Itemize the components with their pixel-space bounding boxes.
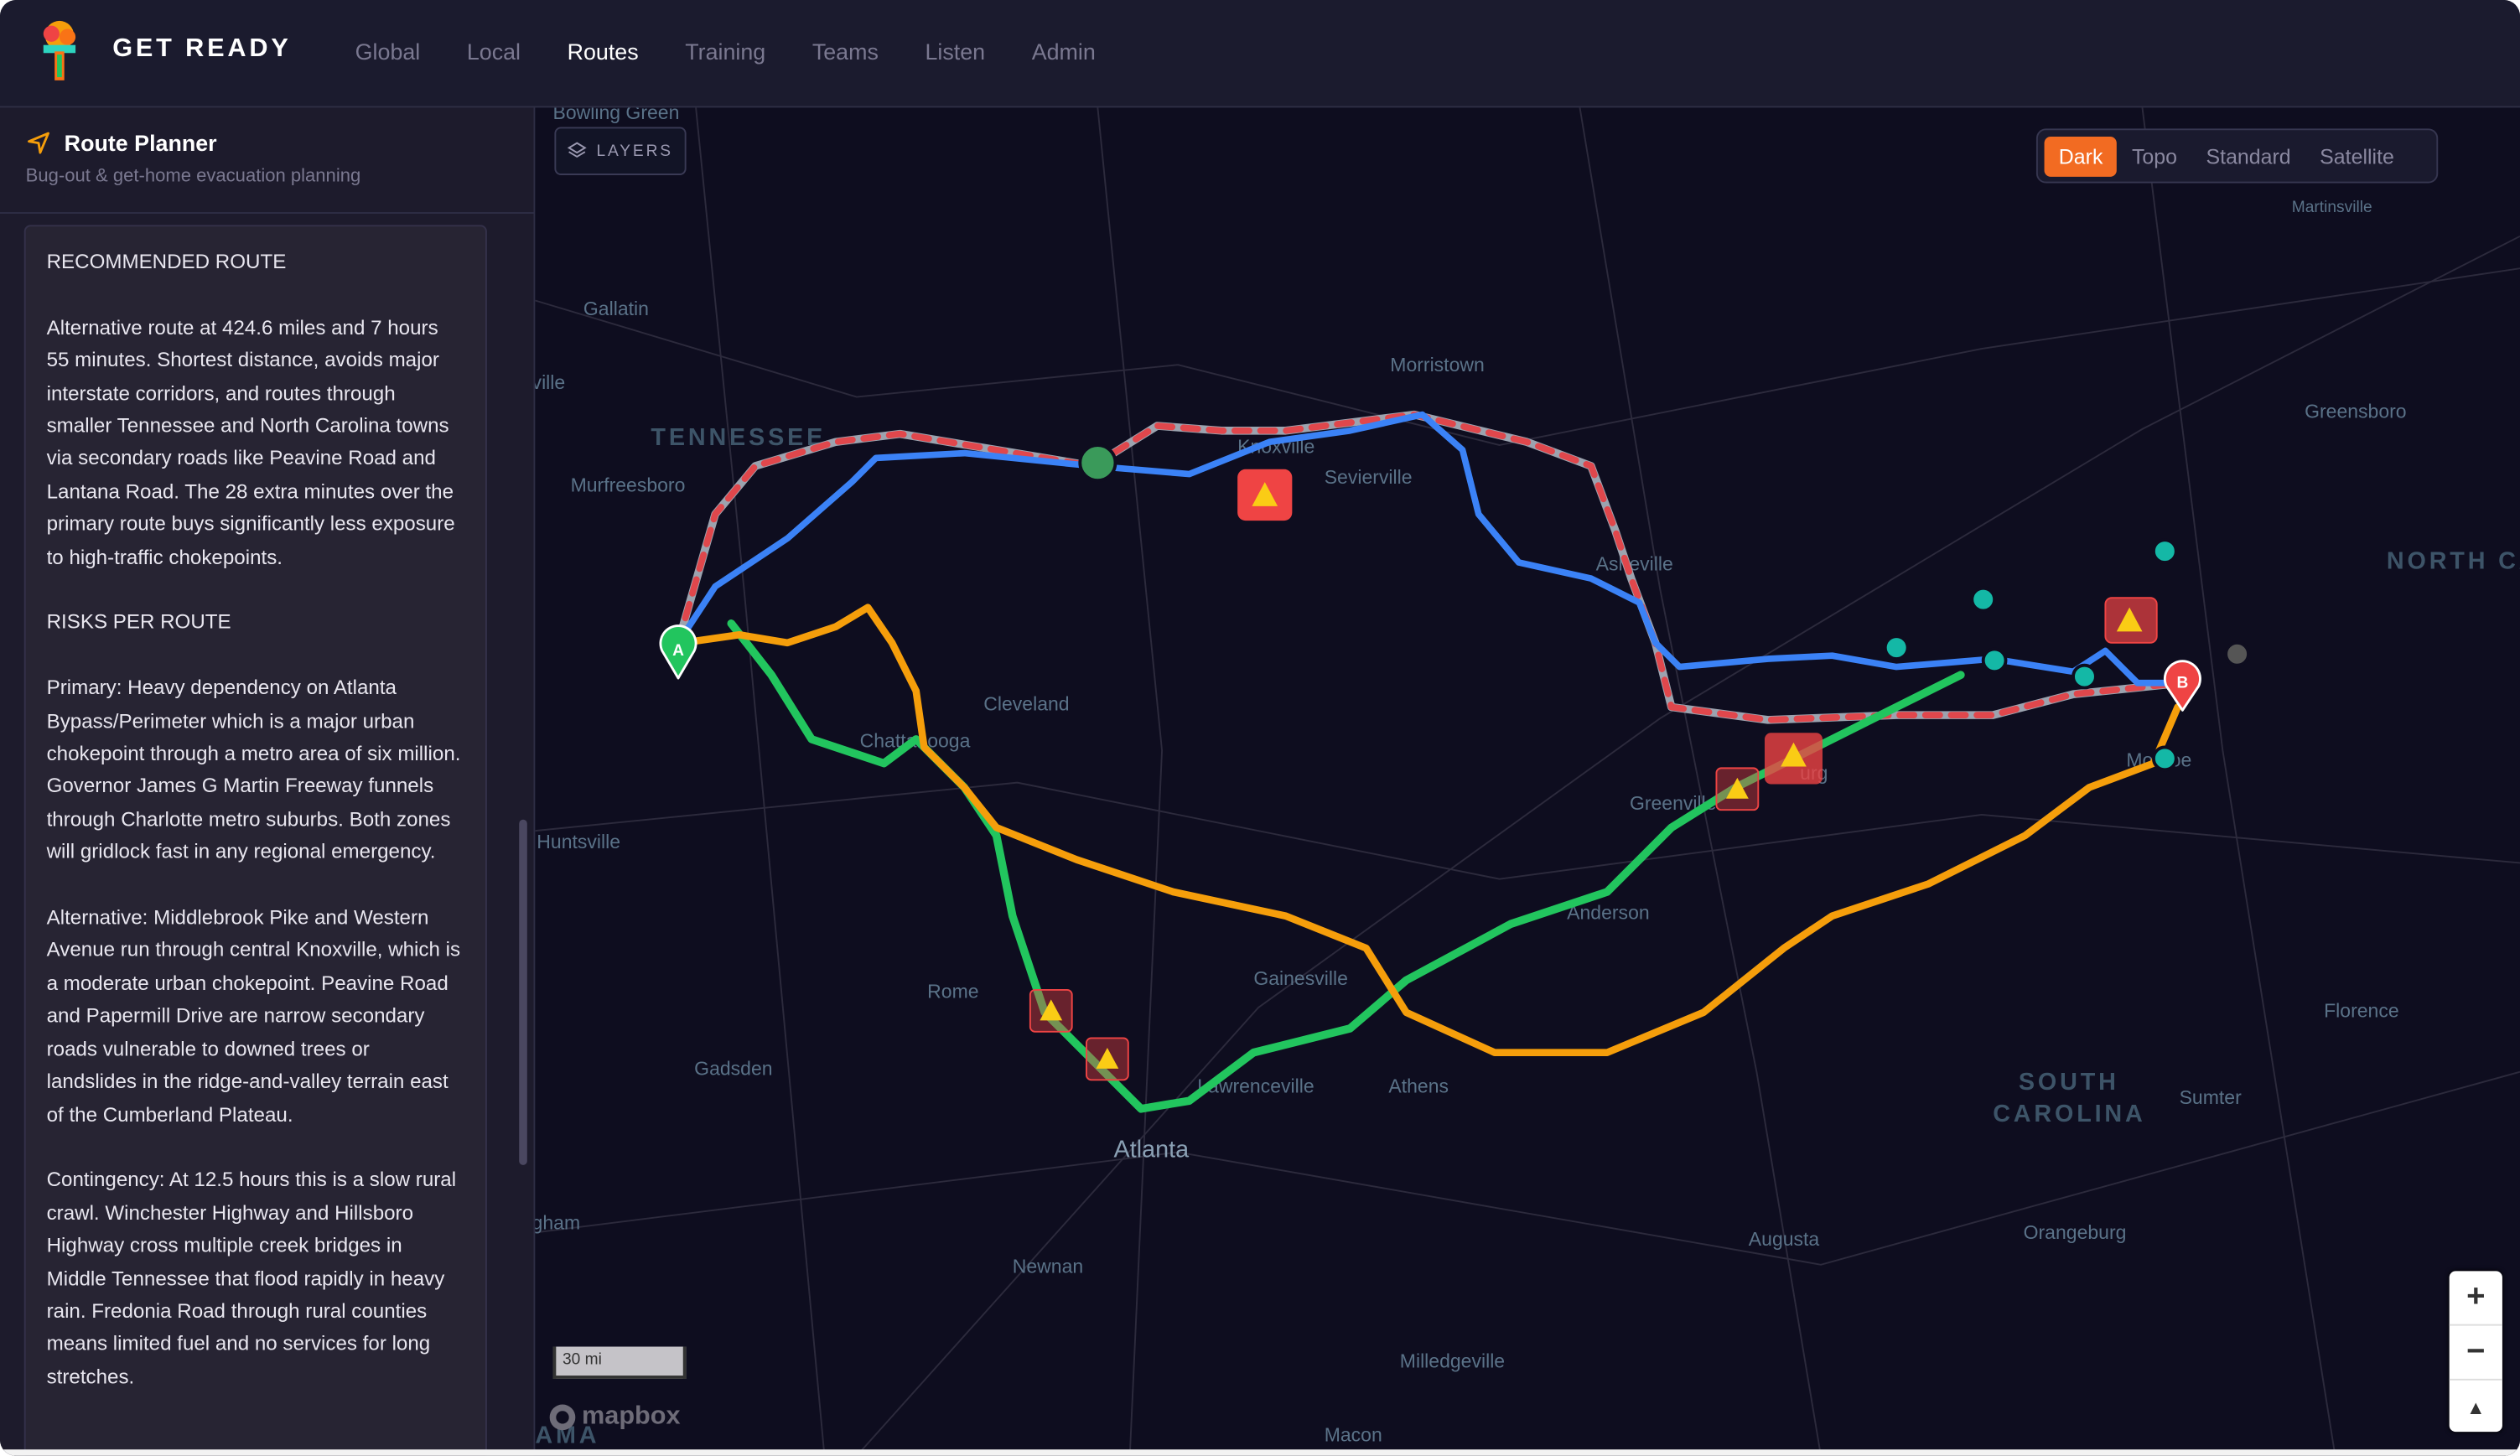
route-overlay: A B (659, 410, 2250, 1113)
map-label: Cleveland (983, 692, 1070, 716)
marker-a-label: A (672, 642, 684, 660)
map-base-roads (535, 107, 2520, 1456)
zoom-controls: + − ▲ (2449, 1271, 2502, 1433)
map-label: SOUTH (2018, 1068, 2119, 1096)
layers-button[interactable]: LAYERS (554, 127, 687, 175)
route-contingency-dashes (675, 411, 2186, 723)
main-nav: Global Local Routes Training Teams Liste… (355, 39, 1096, 65)
mapbox-logo-icon (549, 1404, 576, 1431)
map-label: NORTH CAROLIN (2386, 547, 2520, 576)
map-label: Sevierville (1324, 465, 1413, 489)
section-heading: RECOMMENDED ROUTE (46, 251, 287, 273)
waypoint-markers (1078, 443, 2250, 772)
map-label: CAROLINA (1993, 1101, 2146, 1128)
map-label: Martinsville (2291, 199, 2372, 217)
nav-teams[interactable]: Teams (811, 39, 879, 65)
route-alternative-blue[interactable] (675, 411, 2186, 687)
nav-training[interactable]: Training (685, 39, 766, 65)
waypoint-marker[interactable] (1883, 635, 1910, 661)
scale-bar: 30 mi (552, 1346, 687, 1379)
panel-subtitle: Bug-out & get-home evacuation planning (25, 167, 361, 187)
map-label: Anderson (1567, 901, 1650, 925)
map-label: Newnan (1012, 1255, 1084, 1278)
route-analysis-card: RECOMMENDED ROUTE Alternative route at 4… (23, 225, 487, 1456)
map-label: ville (535, 370, 566, 394)
waypoint-marker[interactable] (2071, 663, 2097, 690)
style-topo-button[interactable]: Topo (2131, 143, 2178, 168)
navigation-arrow-icon (28, 132, 49, 154)
hazard-markers (1029, 469, 2158, 1081)
zoom-in-button[interactable]: + (2449, 1271, 2502, 1326)
sidebar-scrollbar[interactable] (519, 819, 527, 1165)
zoom-out-button[interactable]: − (2449, 1326, 2502, 1381)
panel-title: Route Planner (64, 130, 217, 156)
map-label: Athens (1388, 1075, 1449, 1098)
end-marker-b[interactable]: B (2163, 660, 2201, 712)
map-label: Rome (927, 980, 979, 1003)
section-heading: RISKS PER ROUTE (46, 611, 231, 635)
nav-routes[interactable]: Routes (567, 39, 639, 65)
map-label: Huntsville (537, 831, 621, 853)
sidebar-header: Route Planner Bug-out & get-home evacuat… (0, 107, 534, 214)
layers-icon (568, 142, 587, 158)
waypoint-marker[interactable] (2224, 640, 2250, 667)
alternative-risk-text: Alternative: Middlebrook Pike and Wester… (46, 906, 461, 1126)
map-label: Morristown (1390, 353, 1485, 376)
map-label: Gainesville (1253, 967, 1348, 990)
style-satellite-button[interactable]: Satellite (2320, 143, 2394, 168)
recommended-route-text: Alternative route at 424.6 miles and 7 h… (46, 316, 455, 568)
map-label: Sumter (2179, 1086, 2242, 1109)
map-label: TENNESSEE (651, 424, 827, 452)
waypoint-marker[interactable] (1981, 647, 2008, 674)
map-label: Asheville (1595, 552, 1673, 576)
map-label: Gallatin (583, 297, 649, 320)
map-label: Murfreesboro (570, 474, 686, 497)
nav-admin[interactable]: Admin (1031, 39, 1096, 65)
map-canvas[interactable]: Bowling Green Gallatin ville TENNESSEE M… (535, 107, 2520, 1456)
map-label: Macon (1324, 1423, 1382, 1447)
map-label: Florence (2324, 999, 2399, 1023)
sidebar: Route Planner Bug-out & get-home evacuat… (0, 107, 536, 1456)
map-label: gham (535, 1211, 581, 1235)
style-standard-button[interactable]: Standard (2206, 143, 2291, 168)
mushroom-cloud-logo (43, 20, 76, 80)
nav-global[interactable]: Global (355, 39, 421, 65)
nav-listen[interactable]: Listen (925, 39, 986, 65)
map-label: Orangeburg (2023, 1220, 2127, 1244)
map-label: Bowling Green (552, 107, 680, 124)
waypoint-marker[interactable] (1970, 586, 1997, 613)
route-primary-green[interactable] (727, 619, 1965, 1113)
route-orange[interactable] (679, 604, 2181, 1057)
style-dark-button[interactable]: Dark (2044, 135, 2118, 176)
waypoint-marker[interactable] (2151, 538, 2178, 564)
start-marker-a[interactable]: A (659, 624, 697, 680)
map-label: Atlanta (1113, 1136, 1190, 1163)
mapbox-attribution[interactable]: mapbox (548, 1403, 681, 1433)
mapbox-wordmark: mapbox (581, 1402, 681, 1431)
primary-risk-text: Primary: Heavy dependency on Atlanta Byp… (46, 676, 461, 863)
layers-label: LAYERS (596, 142, 673, 160)
window-bottom-edge (0, 1449, 2520, 1456)
waypoint-marker[interactable] (2151, 745, 2178, 772)
compass-button[interactable]: ▲ (2466, 1396, 2486, 1418)
nav-local[interactable]: Local (466, 39, 521, 65)
map-style-switcher: Dark Topo Standard Satellite (2035, 128, 2439, 184)
brand-name: GET READY (112, 35, 292, 63)
contingency-risk-text: Contingency: At 12.5 hours this is a slo… (46, 1168, 457, 1388)
map-label: Greensboro (2305, 400, 2407, 423)
top-nav-bar: GET READY Global Local Routes Training T… (0, 0, 2520, 108)
map-label: Milledgeville (1399, 1350, 1506, 1373)
waypoint-marker[interactable] (1078, 443, 1117, 483)
map-label: Augusta (1748, 1227, 1820, 1251)
marker-b-label: B (2176, 675, 2188, 692)
map-label: Gadsden (694, 1057, 773, 1080)
